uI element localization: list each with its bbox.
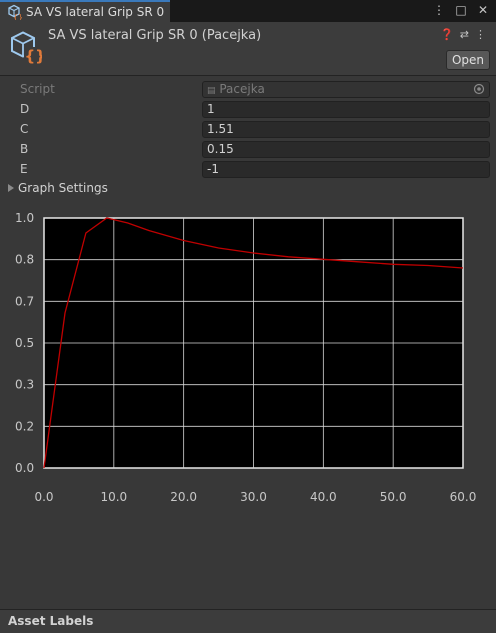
y-tick-label: 0.2 (15, 419, 34, 433)
preset-icon[interactable]: ⇄ (459, 28, 469, 41)
b-field[interactable]: 0.15 (202, 141, 490, 158)
script-row: Script ▤ Pacejka (0, 80, 496, 100)
close-icon[interactable]: ✕ (477, 3, 489, 17)
kebab-menu-icon[interactable]: ⋮ (433, 3, 445, 17)
asset-labels-bar[interactable]: Asset Labels (0, 609, 496, 633)
x-tick-label: 60.0 (450, 490, 477, 504)
tab-title: SA VS lateral Grip SR 0 (26, 5, 165, 19)
b-row: B 0.15 (0, 140, 496, 160)
b-label: B (20, 142, 29, 156)
script-field[interactable]: ▤ Pacejka (202, 81, 490, 98)
c-row: C 1.51 (0, 120, 496, 140)
y-tick-label: 0.0 (15, 461, 34, 475)
y-tick-label: 0.5 (15, 336, 34, 350)
y-tick-label: 1.0 (15, 211, 34, 225)
e-field[interactable]: -1 (202, 161, 490, 178)
inspector-header: {} SA VS lateral Grip SR 0 (Pacejka) ❓ ⇄… (0, 22, 496, 76)
d-label: D (20, 102, 30, 116)
help-icon[interactable]: ❓ (440, 28, 454, 41)
x-tick-label: 20.0 (170, 490, 197, 504)
svg-text:{}: {} (13, 13, 22, 20)
x-tick-label: 50.0 (380, 490, 407, 504)
maximize-icon[interactable]: □ (455, 3, 467, 17)
open-button[interactable]: Open (446, 50, 490, 70)
scriptable-object-icon: {} (8, 4, 22, 20)
svg-text:{}: {} (25, 47, 43, 64)
graph-settings-label: Graph Settings (18, 181, 108, 195)
asset-labels-label: Asset Labels (8, 614, 94, 628)
c-field[interactable]: 1.51 (202, 121, 490, 138)
foldout-arrow-icon (8, 184, 14, 192)
x-tick-label: 30.0 (240, 490, 267, 504)
d-row: D 1 (0, 100, 496, 120)
x-tick-label: 40.0 (310, 490, 337, 504)
curve-graph: 0.0 0.2 0.3 0.5 0.7 0.8 1.0 0.0 10.0 20.0 30.0 40.… (15, 211, 477, 504)
script-label: Script (20, 82, 55, 96)
script-file-icon: ▤ (207, 86, 216, 96)
x-tick-label: 10.0 (100, 490, 127, 504)
y-tick-label: 0.8 (15, 253, 34, 267)
inspector-tab[interactable]: {} SA VS lateral Grip SR 0 (0, 0, 170, 22)
object-title: SA VS lateral Grip SR 0 (Pacejka) (48, 28, 262, 43)
y-tick-label: 0.7 (15, 294, 34, 308)
kebab-menu-icon[interactable]: ⋮ (475, 28, 486, 41)
curve-line (43, 217, 464, 469)
scriptable-object-large-icon: {} (11, 31, 43, 64)
e-label: E (20, 162, 28, 176)
x-tick-label: 0.0 (34, 490, 53, 504)
graph-settings-foldout[interactable]: Graph Settings (8, 181, 108, 195)
script-value: Pacejka (219, 82, 265, 96)
c-label: C (20, 122, 29, 136)
e-row: E -1 (0, 160, 496, 180)
y-tick-label: 0.3 (15, 378, 34, 392)
d-field[interactable]: 1 (202, 101, 490, 118)
tab-bar: {} SA VS lateral Grip SR 0 ⋮ □ ✕ (0, 0, 496, 22)
object-picker-icon[interactable] (473, 83, 485, 95)
